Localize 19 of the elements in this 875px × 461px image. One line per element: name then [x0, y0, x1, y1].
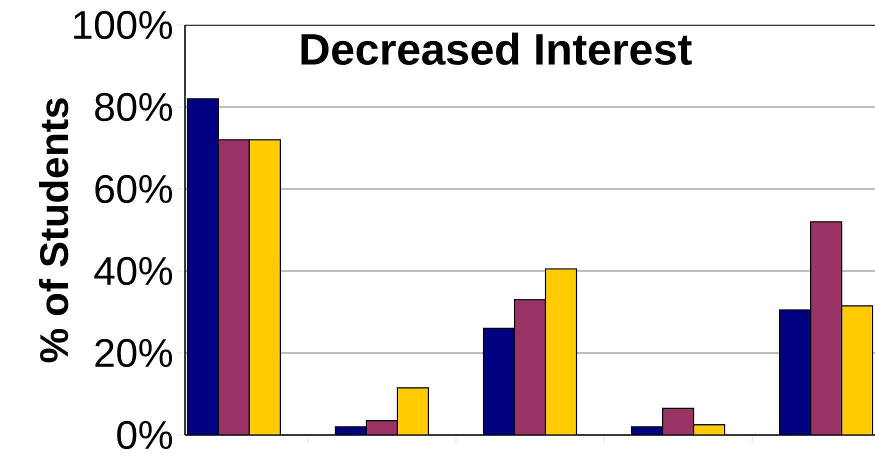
- bar: [186, 98, 219, 435]
- chart-title: Decreased Interest: [302, 32, 692, 65]
- bar: [218, 139, 250, 435]
- y-tick-label: 40%: [94, 256, 172, 286]
- bar: [779, 309, 812, 435]
- y-tick-label: 100%: [74, 10, 172, 40]
- y-tick-label: 0%: [117, 420, 172, 450]
- bar: [514, 299, 546, 435]
- y-axis-title: % of Students: [38, 98, 68, 362]
- bar: [482, 328, 516, 435]
- bar: [841, 305, 874, 435]
- y-tick-label: 20%: [95, 338, 172, 368]
- bar: [544, 268, 578, 435]
- bar: [396, 387, 430, 435]
- y-tick-label: 80%: [95, 92, 172, 122]
- bar: [662, 408, 694, 435]
- bar: [248, 139, 281, 435]
- bar: [810, 221, 842, 435]
- y-tick-label: 60%: [95, 174, 172, 204]
